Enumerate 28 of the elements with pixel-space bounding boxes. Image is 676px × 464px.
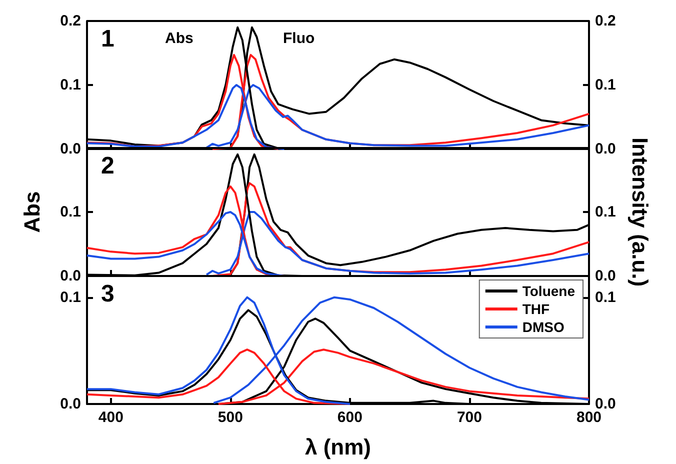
y2-tick-label: 0.0 <box>595 140 616 158</box>
legend-label: DMSO <box>522 319 564 335</box>
legend-label: Toluene <box>522 283 576 299</box>
y-tick-label: 0.0 <box>60 140 81 158</box>
y-tick-label: 0.1 <box>60 76 81 94</box>
y-tick-label: 0.2 <box>60 12 81 30</box>
y2-tick-label: 0.1 <box>595 204 616 220</box>
y-tick-label: 0.0 <box>60 396 81 412</box>
x-tick-label: 500 <box>218 409 243 426</box>
y2-tick-label: 0.1 <box>595 76 616 94</box>
annotation: Fluo <box>283 30 315 47</box>
annotation: Abs <box>165 30 194 47</box>
y-tick-label: 0.1 <box>60 204 81 220</box>
y2-tick-label: 0.2 <box>595 12 616 30</box>
annotation: 2 <box>101 152 114 180</box>
annotation: 1 <box>101 26 114 52</box>
y-axis-title: Abs <box>20 191 44 233</box>
x-tick-label: 600 <box>337 409 362 426</box>
y-tick-label: 0.1 <box>60 288 81 306</box>
annotation: 3 <box>101 280 114 308</box>
x-axis-title: λ (nm) <box>305 434 371 460</box>
y2-tick-label: 0.1 <box>595 288 616 306</box>
y-tick-label: 0.0 <box>60 268 81 284</box>
x-tick-label: 400 <box>98 409 124 426</box>
x-tick-label: 700 <box>456 409 482 426</box>
legend-label: THF <box>522 301 550 317</box>
y2-axis-title: Intensity (a.u.) <box>628 137 652 287</box>
y2-tick-label: 0.0 <box>595 268 616 284</box>
